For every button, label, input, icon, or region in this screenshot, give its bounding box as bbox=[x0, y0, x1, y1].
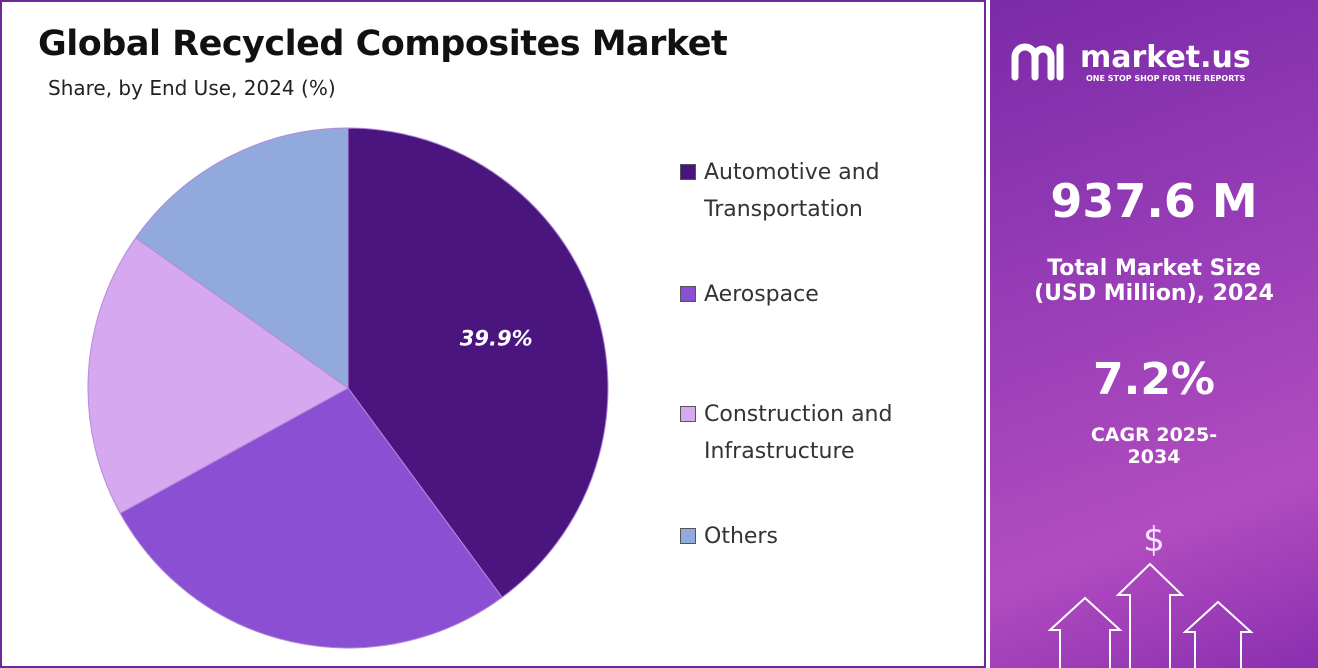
tagline: ONE STOP SHOP FOR THE REPORTS bbox=[1086, 74, 1246, 83]
chart-subtitle: Share, by End Use, 2024 (%) bbox=[48, 76, 336, 100]
logo bbox=[1011, 43, 1064, 81]
chart-title: Global Recycled Composites Market bbox=[38, 24, 728, 64]
data-label: 39.9% bbox=[460, 326, 533, 350]
legend-label: Automotive and Transportation bbox=[704, 160, 880, 222]
cagr-label: CAGR 2025-2034 bbox=[1090, 424, 1218, 468]
pie-slice bbox=[119, 387, 503, 649]
pie-slice bbox=[87, 237, 349, 514]
market-size: 937.6 M bbox=[1050, 174, 1258, 228]
legend-swatch bbox=[680, 164, 696, 180]
legend-item: Automotive and Transportation bbox=[680, 154, 930, 228]
pie-chart: 39.9% bbox=[87, 127, 609, 649]
chart-panel: Global Recycled Composites Market Share,… bbox=[0, 0, 986, 668]
cagr: 7.2% bbox=[1092, 354, 1216, 405]
legend-label: Aerospace bbox=[704, 282, 819, 307]
market-size-label: Total Market Size (USD Million), 2024 bbox=[1034, 256, 1274, 306]
dollar-icon: $ bbox=[1143, 520, 1165, 560]
legend-item: Construction and Infrastructure bbox=[680, 396, 930, 470]
legend-swatch bbox=[680, 286, 696, 302]
legend-item: Aerospace bbox=[680, 276, 930, 313]
brand: market.us bbox=[1080, 40, 1251, 75]
legend-swatch bbox=[680, 528, 696, 544]
legend-label: Others bbox=[704, 524, 778, 549]
legend-item: Others bbox=[680, 518, 930, 555]
legend-label: Construction and Infrastructure bbox=[704, 402, 893, 464]
pie-slice bbox=[135, 127, 349, 389]
pie-slice bbox=[347, 127, 609, 599]
legend-swatch bbox=[680, 406, 696, 422]
arrows bbox=[1047, 562, 1254, 668]
sidebar: market.us ONE STOP SHOP FOR THE REPORTS … bbox=[990, 0, 1318, 668]
